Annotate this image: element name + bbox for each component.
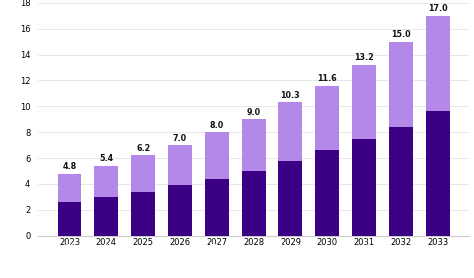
- Text: 8.0: 8.0: [210, 121, 224, 130]
- Bar: [242, 171, 265, 236]
- Text: 10.3: 10.3: [281, 91, 300, 100]
- Text: 11.6: 11.6: [318, 74, 337, 83]
- Bar: [57, 173, 82, 202]
- Bar: [426, 16, 450, 111]
- Text: 6.2: 6.2: [136, 144, 150, 153]
- Bar: [242, 119, 265, 171]
- Text: 4.8: 4.8: [63, 162, 77, 171]
- Text: 15.0: 15.0: [391, 30, 410, 39]
- Bar: [315, 86, 339, 150]
- Bar: [94, 166, 118, 197]
- Text: The Market will Grow: The Market will Grow: [46, 244, 138, 253]
- Text: Size for 2033 in USD:: Size for 2033 in USD:: [210, 263, 301, 272]
- Text: 13.2: 13.2: [354, 53, 374, 62]
- Text: 7.0: 7.0: [173, 133, 187, 143]
- Text: 34.2%: 34.2%: [124, 250, 173, 264]
- Bar: [205, 179, 229, 236]
- Text: At the CAGR of:: At the CAGR of:: [46, 263, 114, 272]
- Bar: [168, 185, 192, 236]
- Text: 5.4: 5.4: [99, 154, 113, 163]
- Text: The Forecasted Market: The Forecasted Market: [210, 244, 310, 253]
- Bar: [315, 150, 339, 236]
- Bar: [278, 102, 302, 161]
- Bar: [278, 161, 302, 236]
- Text: market.us: market.us: [385, 250, 441, 260]
- Bar: [57, 202, 82, 236]
- Text: $17.0 B: $17.0 B: [297, 250, 356, 264]
- Bar: [352, 139, 376, 236]
- Bar: [426, 111, 450, 236]
- Bar: [205, 132, 229, 179]
- Text: 9.0: 9.0: [246, 108, 261, 117]
- Bar: [131, 155, 155, 192]
- Text: 17.0: 17.0: [428, 4, 447, 13]
- Bar: [352, 65, 376, 139]
- Bar: [94, 197, 118, 236]
- Bar: [389, 127, 413, 236]
- Bar: [168, 145, 192, 185]
- Bar: [131, 192, 155, 236]
- Bar: [389, 42, 413, 127]
